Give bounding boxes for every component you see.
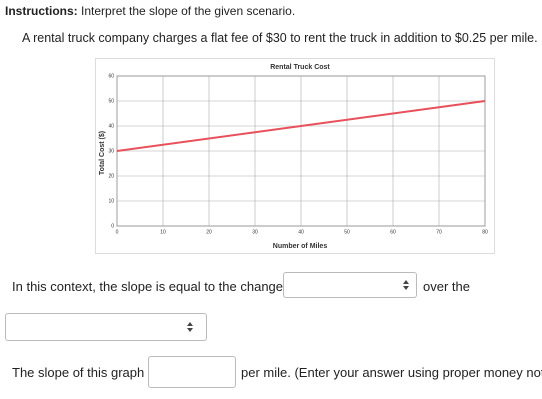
y-tick-label: 0 xyxy=(111,223,114,229)
x-tick-label: 10 xyxy=(160,229,166,235)
x-tick-label: 50 xyxy=(344,229,350,235)
y-tick-label: 50 xyxy=(108,98,114,104)
y-axis-label: Total Cost ($) xyxy=(99,131,106,175)
question1-after: over the xyxy=(423,279,470,294)
instructions-text: Interpret the slope of the given scenari… xyxy=(81,4,296,18)
dropdown-change[interactable] xyxy=(283,272,417,298)
x-tick-label: 0 xyxy=(116,229,119,235)
y-tick-label: 20 xyxy=(108,173,114,179)
x-tick-label: 40 xyxy=(298,229,304,235)
y-tick-label: 40 xyxy=(108,123,114,129)
y-tick-label: 30 xyxy=(108,148,114,154)
dropdown-over[interactable] xyxy=(5,313,207,341)
answer-input[interactable] xyxy=(148,356,236,388)
problem: A rental truck company charges a flat fe… xyxy=(22,31,538,45)
dropdown-arrow xyxy=(187,322,193,332)
x-tick-label: 30 xyxy=(252,229,258,235)
question2-before: The slope of this graph is $ xyxy=(12,365,169,380)
x-tick-label: 20 xyxy=(206,229,212,235)
x-axis-label: Number of Miles xyxy=(273,243,328,250)
x-tick-label: 80 xyxy=(482,229,488,235)
y-tick-label: 60 xyxy=(108,73,114,79)
chart-title: Rental Truck Cost xyxy=(270,64,330,71)
instructions-label: Instructions: xyxy=(5,4,78,18)
data-line xyxy=(116,100,486,152)
chart: Rental Truck Cost Number of Miles Total … xyxy=(95,58,495,254)
instructions: Instructions: Interpret the slope of the… xyxy=(5,4,295,18)
y-tick-label: 10 xyxy=(108,198,114,204)
x-tick-label: 70 xyxy=(436,229,442,235)
question1-before: In this context, the slope is equal to t… xyxy=(12,279,297,294)
x-tick-label: 60 xyxy=(390,229,396,235)
dropdown-arrow xyxy=(403,280,409,290)
question2-after: per mile. (Enter your answer using prope… xyxy=(241,365,542,380)
